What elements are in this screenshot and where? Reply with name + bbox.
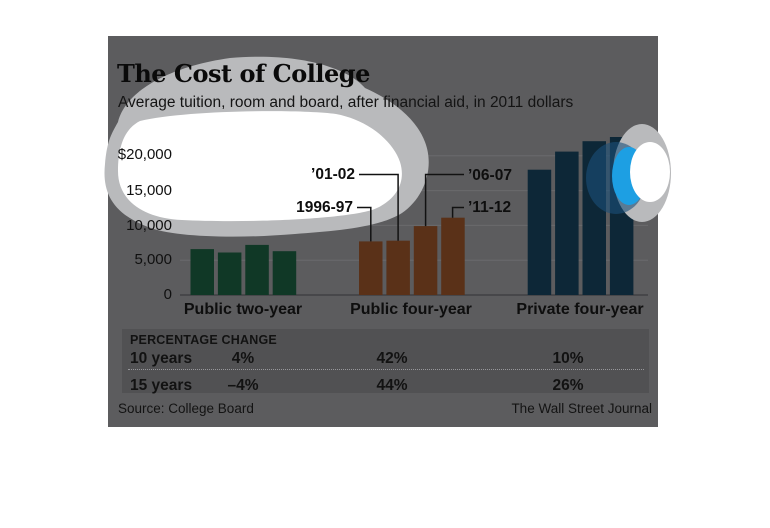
table-row-label-10-years: 10 years [130, 350, 192, 369]
bar-private-four-year-01-02 [555, 152, 579, 295]
callout-label-1996-97: 1996-97 [283, 199, 353, 218]
callout-label-11-12: ’11-12 [468, 199, 511, 218]
table-cell-10yr-private-four-year: 10% [528, 350, 608, 369]
table-cell-15yr-public-four-year: 44% [352, 377, 432, 396]
table-header: PERCENTAGE CHANGE [130, 333, 277, 348]
page-title: The Cost of College [117, 60, 370, 89]
bar-public-four-year-01-02 [386, 241, 410, 295]
y-axis-tick-15000: 15,000 [98, 182, 172, 200]
bar-public-two-year-06-07 [245, 245, 268, 295]
source-credit: Source: College Board [118, 401, 254, 417]
table-row-label-15-years: 15 years [130, 377, 192, 396]
right-blob-white-core [630, 142, 670, 202]
table-cell-15yr-public-two-year: –4% [203, 377, 283, 396]
group-label-public-four-year: Public four-year [331, 300, 491, 319]
table-cell-15yr-private-four-year: 26% [528, 377, 608, 396]
bar-public-two-year-1996-97 [191, 249, 215, 295]
left-blob-inner-white [118, 111, 402, 221]
bar-public-two-year-11-12 [273, 251, 297, 295]
callout-label-01-02: ’01-02 [285, 166, 355, 185]
y-axis-tick-20000: $20,000 [98, 146, 172, 164]
bar-public-four-year-1996-97 [359, 241, 383, 295]
table-row-divider [128, 369, 644, 370]
bar-public-four-year-11-12 [441, 218, 465, 295]
table-cell-10yr-public-four-year: 42% [352, 350, 432, 369]
wsj-chart-screenshot: The Cost of College Average tuition, roo… [0, 0, 770, 528]
bar-public-four-year-06-07 [414, 226, 438, 295]
publication-credit: The Wall Street Journal [452, 401, 652, 417]
bar-private-four-year-1996-97 [528, 170, 552, 295]
y-axis-tick-10000: 10,000 [98, 217, 172, 235]
y-axis-tick-5000: 5,000 [98, 251, 172, 269]
callout-label-06-07: ’06-07 [468, 167, 512, 186]
table-cell-10yr-public-two-year: 4% [203, 350, 283, 369]
chart-subtitle: Average tuition, room and board, after f… [118, 94, 573, 113]
bar-public-two-year-01-02 [218, 253, 242, 296]
group-label-private-four-year: Private four-year [500, 300, 660, 319]
y-axis-tick-0: 0 [98, 286, 172, 304]
group-label-public-two-year: Public two-year [163, 300, 323, 319]
